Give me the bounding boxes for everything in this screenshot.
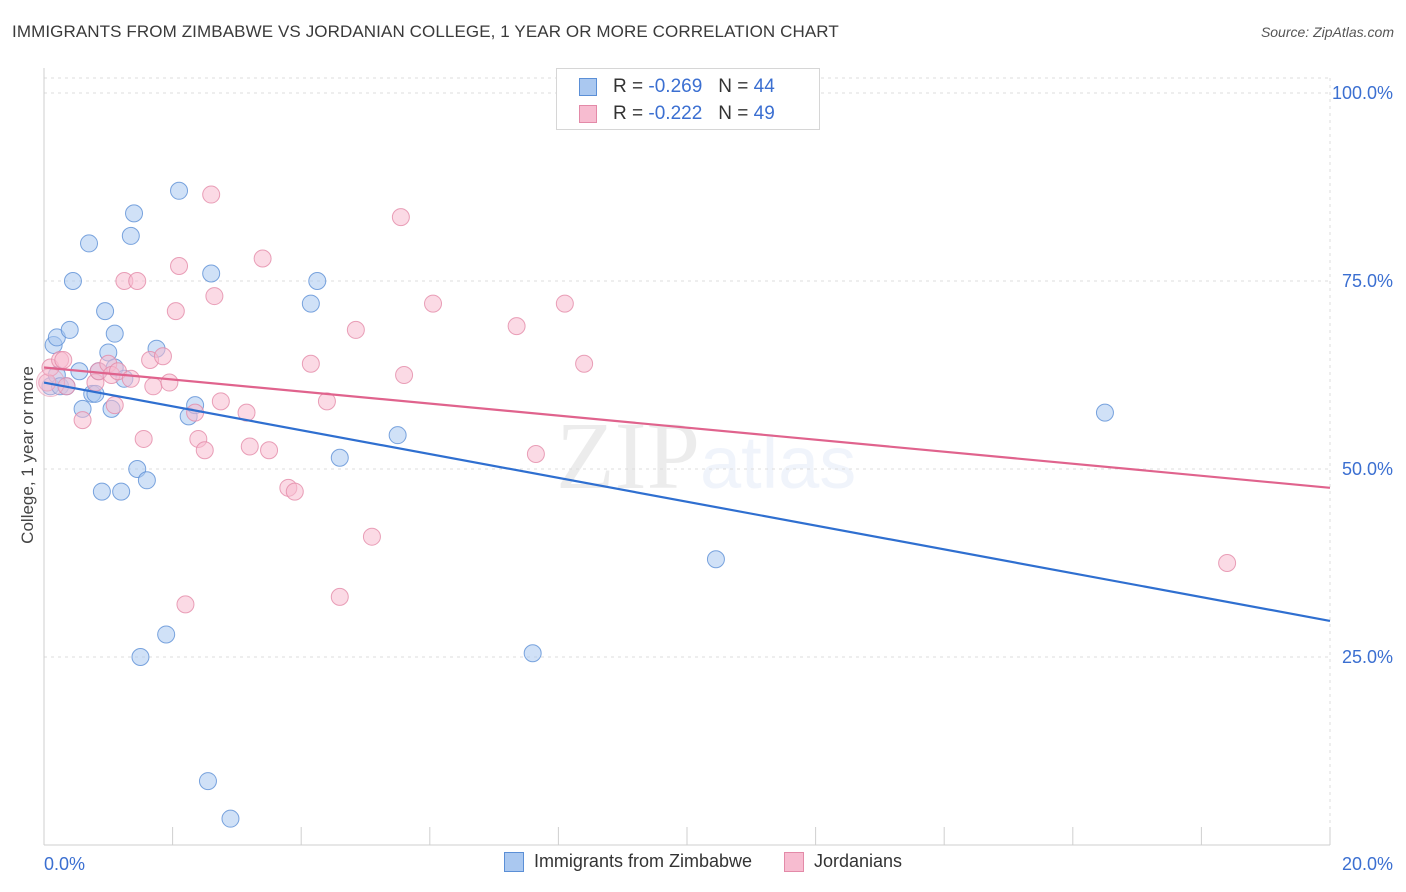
point-zimbabwe-7: [63, 272, 82, 291]
point-jordanians-40: [391, 208, 410, 227]
point-jordanians-47: [1218, 554, 1237, 573]
point-jordanians-13: [121, 369, 140, 388]
trend-line-jordanians: [43, 366, 1331, 489]
point-jordanians-27: [205, 287, 224, 306]
point-zimbabwe-37: [330, 448, 349, 467]
legend-r-label: R =: [613, 76, 644, 97]
stats-legend-row-zimbabwe: R = -0.269 N = 44: [579, 75, 775, 99]
point-zimbabwe-36: [308, 272, 327, 291]
y-tick-label-25: 25.0%: [1342, 647, 1393, 667]
point-zimbabwe-15: [96, 302, 115, 321]
point-zimbabwe-10: [80, 234, 99, 253]
point-jordanians-38: [346, 320, 365, 339]
point-jordanians-18: [153, 347, 172, 366]
points-layer: [35, 181, 1237, 828]
point-jordanians-35: [301, 354, 320, 373]
point-jordanians-26: [202, 185, 221, 204]
point-zimbabwe-33: [202, 264, 221, 283]
legend-swatch-jordanians: [579, 105, 597, 123]
point-zimbabwe-35: [301, 294, 320, 313]
y-tick-label-100: 100.0%: [1332, 83, 1393, 103]
point-cluster-origin: [35, 368, 65, 398]
y-tick-label-50: 50.0%: [1342, 459, 1393, 479]
point-zimbabwe-39: [523, 644, 542, 663]
point-jordanians-10: [105, 396, 124, 415]
point-jordanians-5: [73, 411, 92, 430]
series-legend: Immigrants from Zimbabwe Jordanians: [0, 851, 1406, 872]
point-jordanians-31: [253, 249, 272, 268]
legend-n-label: N =: [718, 76, 749, 97]
point-jordanians-42: [424, 294, 443, 313]
series-swatch-jordanians: [784, 851, 804, 872]
point-zimbabwe-23: [125, 204, 144, 223]
point-jordanians-21: [170, 256, 189, 275]
legend-swatch-zimbabwe: [579, 78, 597, 96]
point-zimbabwe-14: [92, 482, 111, 501]
series-swatch-zimbabwe: [503, 851, 524, 872]
legend-n-value-jordanians: 49: [753, 103, 775, 124]
point-jordanians-15: [134, 429, 153, 448]
point-jordanians-37: [330, 587, 349, 606]
source-credit: Source: ZipAtlas.com: [1260, 24, 1394, 40]
watermark-atlas: atlas: [700, 421, 857, 504]
legend-r-label: R =: [613, 103, 644, 124]
point-zimbabwe-40: [706, 550, 725, 569]
point-jordanians-14: [128, 272, 147, 291]
trend-layer: [43, 366, 1331, 622]
point-jordanians-20: [166, 302, 185, 321]
point-jordanians-17: [144, 377, 163, 396]
series-legend-jordanians[interactable]: Jordanians: [784, 851, 902, 872]
point-zimbabwe-25: [131, 648, 150, 667]
point-jordanians-39: [362, 527, 381, 546]
series-legend-zimbabwe[interactable]: Immigrants from Zimbabwe: [503, 851, 752, 872]
point-zimbabwe-38: [388, 426, 407, 445]
axis-layer: [43, 68, 1331, 846]
legend-n-value-zimbabwe: 44: [753, 76, 775, 97]
point-jordanians-22: [176, 595, 195, 614]
point-jordanians-41: [395, 366, 414, 385]
point-jordanians-25: [195, 441, 214, 460]
series-jordanians: [38, 185, 1237, 614]
tick-label-layer: 25.0% 50.0% 75.0% 100.0% 0.0% 20.0%: [44, 83, 1393, 874]
stats-legend: R = -0.269 N = 44 R = -0.222 N = 49: [556, 68, 820, 130]
point-zimbabwe-20: [112, 482, 131, 501]
point-jordanians-19: [160, 373, 179, 392]
point-jordanians-36: [317, 392, 336, 411]
point-jordanians-44: [526, 444, 545, 463]
point-jordanians-46: [575, 354, 594, 373]
point-zimbabwe-28: [157, 625, 176, 644]
point-zimbabwe-6: [60, 320, 79, 339]
grid-layer: [44, 77, 1331, 845]
point-zimbabwe-19: [105, 324, 124, 343]
point-zimbabwe-26: [137, 471, 156, 490]
point-zimbabwe-32: [198, 772, 217, 791]
point-jordanians-32: [260, 441, 279, 460]
x-tick-label-min: 0.0%: [44, 854, 85, 874]
y-tick-label-75: 75.0%: [1342, 271, 1393, 291]
trend-line-zimbabwe: [43, 381, 1331, 622]
series-zimbabwe: [41, 181, 1114, 828]
point-zimbabwe-29: [170, 181, 189, 200]
point-jordanians-28: [211, 392, 230, 411]
x-tick-label-max: 20.0%: [1342, 854, 1393, 874]
legend-r-value-zimbabwe: -0.269: [648, 76, 703, 97]
point-jordanians-3: [54, 350, 73, 369]
point-jordanians-34: [285, 482, 304, 501]
legend-n-label: N =: [718, 103, 749, 124]
stats-legend-row-jordanians: R = -0.222 N = 49: [579, 102, 775, 126]
series-label-jordanians: Jordanians: [814, 851, 903, 871]
point-zimbabwe-22: [121, 226, 140, 245]
series-label-zimbabwe: Immigrants from Zimbabwe: [533, 851, 752, 871]
legend-r-value-jordanians: -0.222: [648, 103, 703, 124]
chart-title: IMMIGRANTS FROM ZIMBABWE VS JORDANIAN CO…: [12, 22, 839, 41]
point-zimbabwe-34: [221, 809, 240, 828]
point-jordanians-43: [507, 317, 526, 336]
point-jordanians-30: [240, 437, 259, 456]
point-zimbabwe-41: [1095, 403, 1114, 422]
point-jordanians-45: [555, 294, 574, 313]
